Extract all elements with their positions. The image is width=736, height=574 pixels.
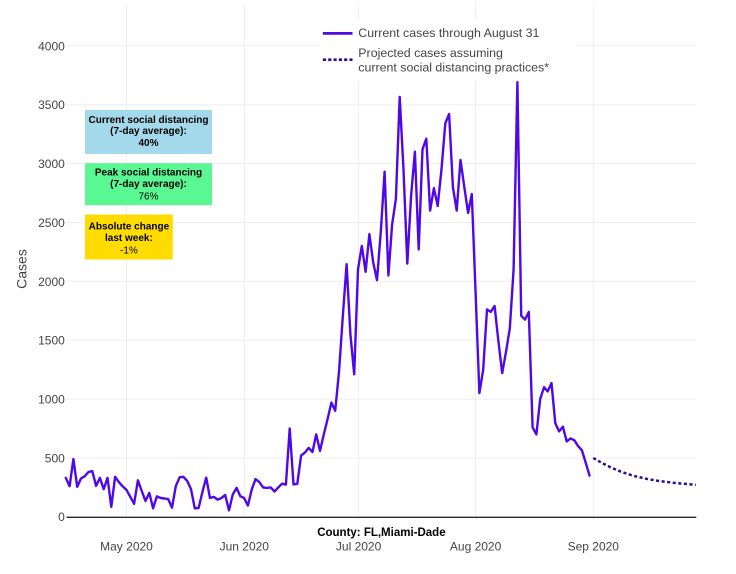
svg-text:Sep 2020: Sep 2020 — [568, 540, 620, 554]
svg-text:Peak social distancing: Peak social distancing — [95, 168, 202, 179]
svg-text:Current social distancing: Current social distancing — [88, 115, 208, 126]
svg-text:3000: 3000 — [38, 157, 65, 171]
svg-text:County: FL,Miami-Dade: County: FL,Miami-Dade — [317, 527, 445, 539]
svg-text:2000: 2000 — [38, 275, 65, 289]
svg-text:0: 0 — [58, 510, 65, 524]
svg-text:Projected cases assuming: Projected cases assuming — [358, 46, 503, 60]
svg-text:Cases: Cases — [13, 249, 29, 289]
svg-text:Jul 2020: Jul 2020 — [336, 540, 382, 554]
svg-text:2500: 2500 — [38, 216, 65, 230]
svg-text:4000: 4000 — [38, 39, 65, 53]
svg-text:May 2020: May 2020 — [100, 540, 153, 554]
svg-text:last week:: last week: — [105, 233, 153, 244]
svg-text:Aug 2020: Aug 2020 — [450, 540, 502, 554]
svg-text:(7-day average):: (7-day average): — [110, 179, 187, 190]
svg-text:current social distancing prac: current social distancing practices* — [358, 61, 549, 75]
svg-text:40%: 40% — [138, 138, 158, 149]
svg-text:Absolute change: Absolute change — [89, 222, 170, 233]
svg-text:1000: 1000 — [38, 393, 65, 407]
svg-text:3500: 3500 — [38, 98, 65, 112]
svg-text:(7-day average):: (7-day average): — [110, 126, 187, 137]
svg-text:-1%: -1% — [120, 245, 138, 256]
svg-text:Current cases through August 3: Current cases through August 31 — [358, 26, 539, 40]
svg-text:76%: 76% — [138, 192, 158, 203]
svg-text:Jun 2020: Jun 2020 — [220, 540, 270, 554]
svg-text:500: 500 — [45, 451, 65, 465]
svg-text:1500: 1500 — [38, 334, 65, 348]
